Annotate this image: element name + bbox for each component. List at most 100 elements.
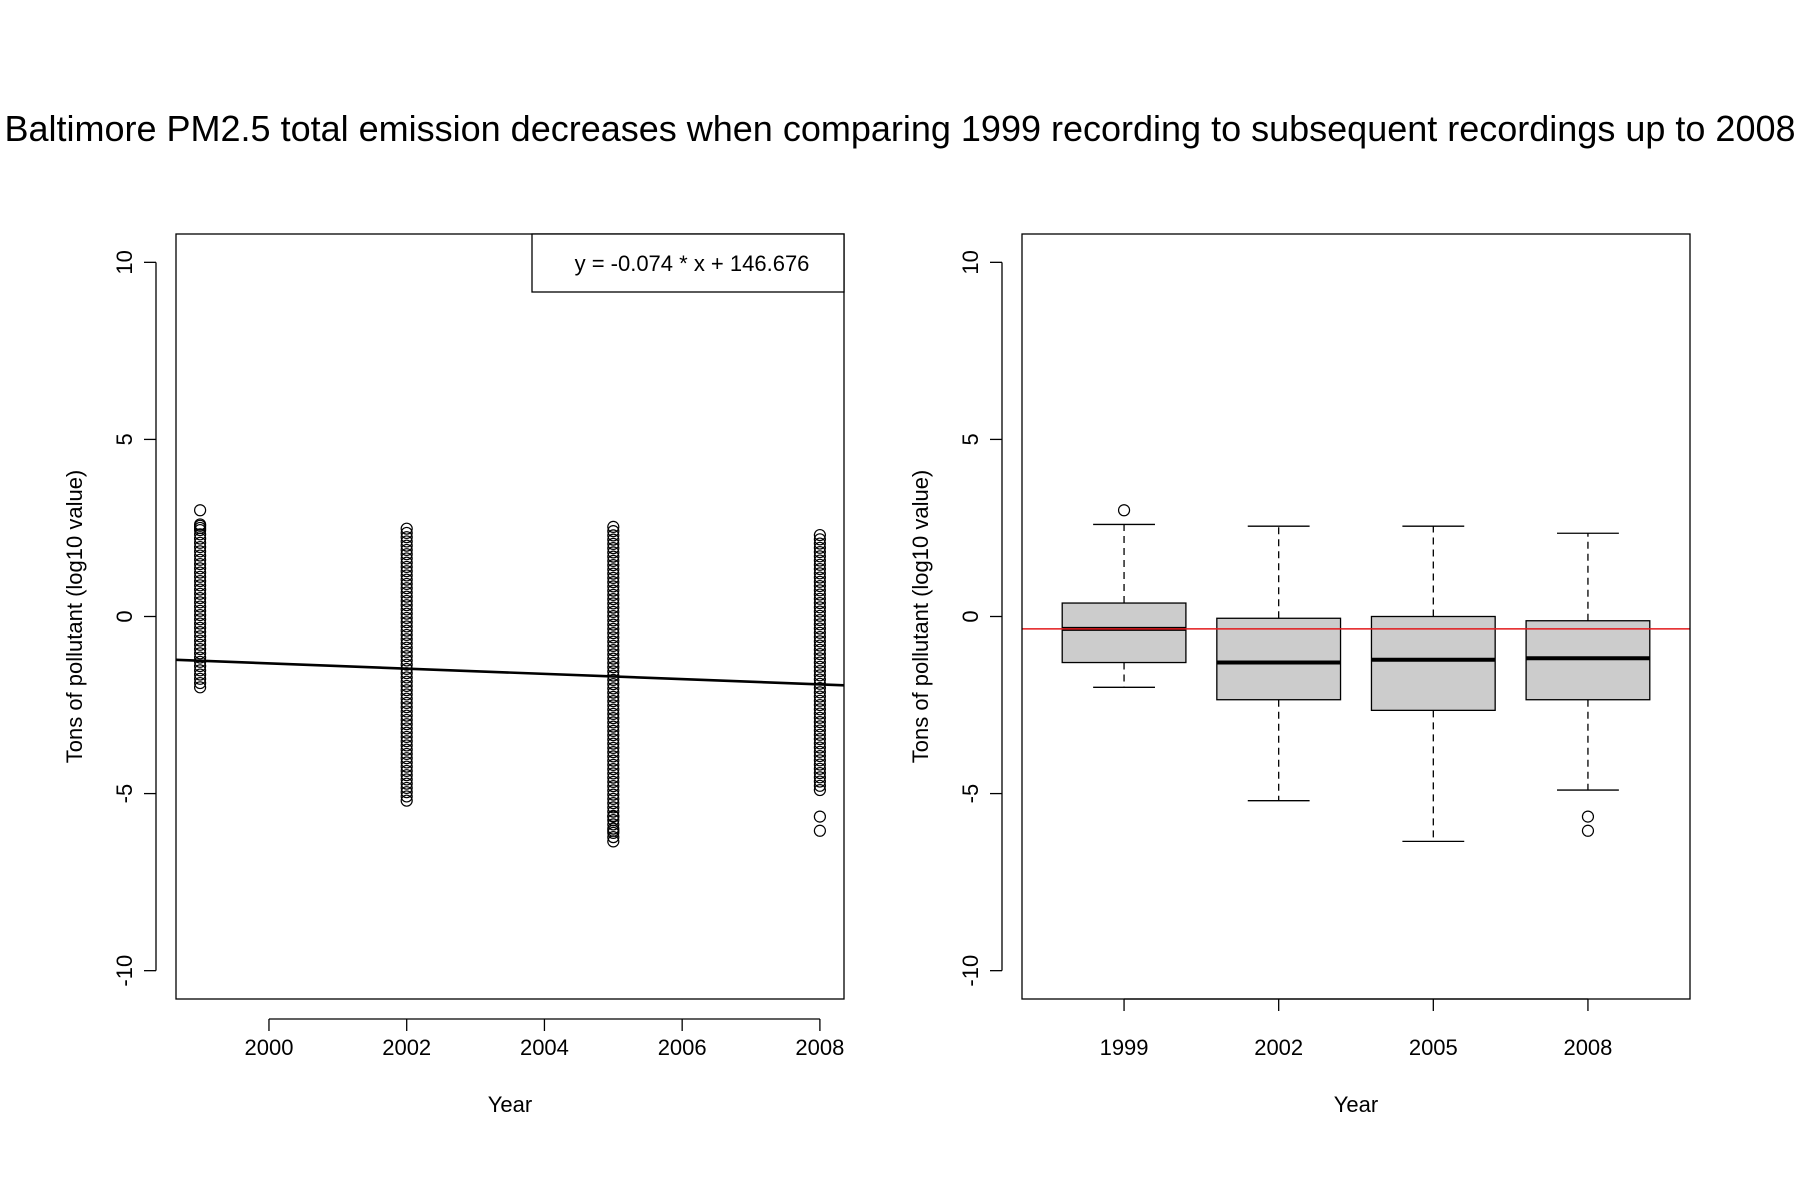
x-tick-label: 2002 <box>382 1035 431 1060</box>
y-axis-label: Tons of pollutant (log10 value) <box>908 470 933 764</box>
data-point <box>400 548 413 561</box>
data-point <box>400 620 413 633</box>
data-point <box>813 660 826 673</box>
y-tick-label: -10 <box>958 955 983 987</box>
data-point <box>607 644 620 657</box>
box-body <box>1370 615 1496 712</box>
data-point <box>400 641 413 654</box>
data-point <box>607 588 620 601</box>
x-tick-label: 2005 <box>1409 1035 1458 1060</box>
data-point <box>607 648 620 661</box>
data-point <box>194 536 207 549</box>
data-point <box>813 724 826 737</box>
data-point <box>813 630 826 644</box>
data-point <box>813 592 826 605</box>
data-point <box>607 563 620 576</box>
data-point <box>400 718 413 731</box>
data-point <box>194 604 207 617</box>
data-point <box>194 672 207 685</box>
data-point <box>400 730 413 744</box>
data-point <box>400 735 413 748</box>
data-point <box>813 550 826 563</box>
data-point <box>400 603 413 616</box>
y-tick-label: -5 <box>958 784 983 804</box>
data-point <box>400 747 413 761</box>
outlier-point <box>1581 810 1595 823</box>
data-point <box>607 797 620 810</box>
data-point <box>607 639 620 652</box>
box-2008 <box>1525 532 1651 837</box>
data-point <box>194 596 207 609</box>
data-point <box>400 756 413 769</box>
data-point <box>607 546 620 559</box>
data-point <box>400 552 413 565</box>
data-point <box>607 614 620 627</box>
plot-frame <box>175 233 845 1000</box>
legend-text: y = -0.074 * x + 146.676 <box>575 251 810 276</box>
data-point <box>400 671 413 684</box>
data-point <box>813 771 826 784</box>
data-point <box>194 613 207 626</box>
data-point <box>813 554 826 567</box>
data-point <box>607 576 620 589</box>
data-point <box>813 754 826 767</box>
data-point <box>400 637 413 650</box>
y-axis-label: Tons of pollutant (log10 value) <box>62 470 87 764</box>
data-point <box>194 566 207 579</box>
data-point <box>607 754 620 767</box>
data-point <box>607 750 620 763</box>
data-point <box>400 786 413 799</box>
data-point <box>813 707 826 720</box>
data-point <box>194 521 207 535</box>
data-point <box>813 741 826 754</box>
data-point <box>400 556 413 569</box>
legend-box <box>531 233 845 293</box>
data-point <box>813 783 826 797</box>
data-point <box>813 584 826 597</box>
box-2002 <box>1216 525 1342 802</box>
data-point <box>813 562 826 576</box>
point-column-1999 <box>194 504 207 694</box>
data-point <box>607 537 620 550</box>
data-point <box>400 675 413 688</box>
data-point <box>194 625 207 639</box>
data-point <box>400 658 413 671</box>
data-point <box>813 635 826 648</box>
data-point <box>607 584 620 597</box>
data-point <box>400 586 413 599</box>
data-point <box>813 720 826 733</box>
box-body <box>1216 617 1342 701</box>
data-point <box>607 635 620 648</box>
data-point <box>400 573 413 586</box>
data-point <box>607 810 620 823</box>
data-point <box>607 801 620 814</box>
data-point <box>194 545 207 558</box>
data-point <box>400 688 413 701</box>
data-point <box>194 642 207 656</box>
data-point <box>194 557 207 571</box>
data-point <box>813 758 826 771</box>
data-point <box>607 525 620 538</box>
data-point <box>607 656 620 669</box>
data-point <box>194 630 207 643</box>
data-point <box>607 733 620 746</box>
y-tick-label: 0 <box>958 610 983 622</box>
data-point <box>607 703 620 716</box>
data-point <box>607 771 620 784</box>
data-point <box>194 587 207 600</box>
data-point <box>607 767 620 780</box>
data-point <box>607 805 620 818</box>
data-point <box>813 571 826 584</box>
data-point <box>813 541 826 554</box>
data-point <box>813 698 826 712</box>
data-point <box>813 810 826 823</box>
data-point <box>813 715 826 729</box>
data-point <box>400 522 413 535</box>
data-point <box>400 713 413 727</box>
y-axis: -10 -5 0 5 10 Tons of pollutant (log10 value) <box>908 250 1003 987</box>
data-point <box>813 745 826 758</box>
data-point <box>194 591 207 605</box>
x-tick-label: 2000 <box>244 1035 293 1060</box>
y-tick-label: 10 <box>958 250 983 274</box>
data-point <box>400 743 413 756</box>
